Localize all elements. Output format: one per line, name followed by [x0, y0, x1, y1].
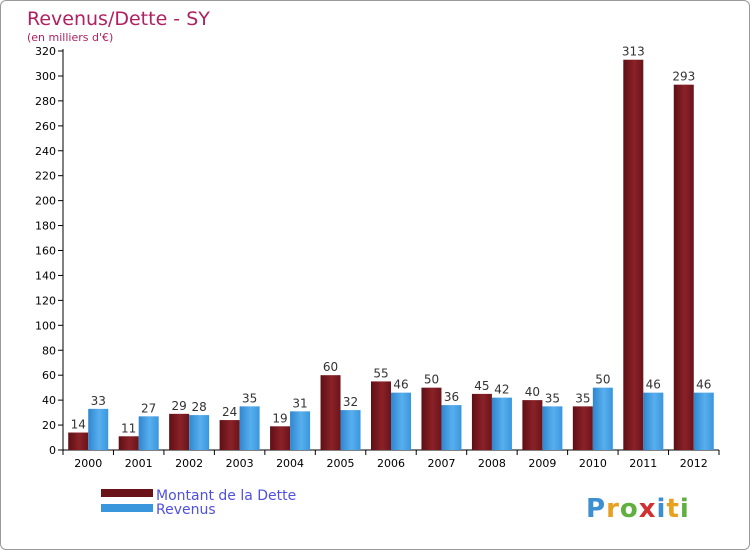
x-tick-label: 2005 [327, 457, 355, 470]
legend-label-revenus: Revenus [156, 502, 216, 518]
y-tick-label: 120 [35, 294, 56, 307]
x-tick-label: 2004 [276, 457, 304, 470]
bar-revenus [189, 415, 210, 450]
bar-debt [522, 400, 543, 450]
y-tick-label: 200 [35, 195, 56, 208]
data-label: 27 [141, 401, 156, 415]
y-tick-label: 260 [35, 120, 56, 133]
bar-debt [421, 387, 442, 450]
bar-revenus [542, 406, 563, 450]
data-label: 50 [595, 373, 610, 387]
bar-debt [673, 84, 694, 451]
x-tick-label: 2001 [125, 457, 153, 470]
data-label: 313 [622, 45, 645, 59]
bar-debt [270, 426, 291, 450]
x-tick-label: 2009 [528, 457, 556, 470]
bar-revenus [441, 405, 462, 450]
bar-debt [320, 375, 341, 450]
bar-debt [623, 59, 644, 451]
data-label: 46 [393, 378, 408, 392]
x-tick-label: 2007 [427, 457, 455, 470]
legend-label-debt: Montant de la Dette [156, 488, 296, 504]
x-tick-label: 2003 [226, 457, 254, 470]
legend-swatch-debt [101, 489, 153, 497]
data-label: 36 [444, 390, 459, 404]
x-tick-label: 2011 [629, 457, 657, 470]
bar-revenus [340, 410, 361, 450]
data-label: 19 [272, 411, 287, 425]
y-tick-label: 280 [35, 95, 56, 108]
data-label: 46 [646, 378, 661, 392]
data-label: 35 [545, 391, 560, 405]
data-label: 55 [373, 366, 388, 380]
axes: 0 20 40 60 80 100 120 140 160 180 200 220 240 260 280 3… [35, 45, 720, 470]
bar-debt [68, 432, 89, 450]
y-tick-label: 40 [42, 394, 56, 407]
bar-debt [169, 413, 190, 450]
chart-title: Revenus/Dette - SY [27, 8, 210, 30]
legend-swatch-revenus [101, 504, 153, 512]
data-label: 28 [192, 400, 207, 414]
y-tick-label: 320 [35, 45, 56, 58]
bar-revenus [138, 416, 159, 450]
proxiti-logo: Proxiti [586, 494, 690, 524]
bar-debt [471, 393, 492, 450]
data-label: 31 [292, 396, 307, 410]
bar-debt [219, 420, 240, 450]
bar-revenus [88, 408, 109, 450]
x-tick-label: 2008 [478, 457, 506, 470]
y-tick-label: 60 [42, 369, 56, 382]
data-label: 35 [242, 391, 257, 405]
bar-debt [572, 406, 593, 450]
bar-revenus [239, 406, 260, 450]
y-tick-label: 20 [42, 419, 56, 432]
data-label: 46 [696, 378, 711, 392]
data-label: 29 [172, 399, 187, 413]
bar-debt [118, 436, 139, 450]
y-tick-label: 300 [35, 70, 56, 83]
data-label: 293 [672, 70, 695, 84]
data-label: 60 [323, 360, 338, 374]
data-label: 14 [71, 418, 86, 432]
bar-debt [371, 381, 391, 450]
proxiti-logo-text: Proxiti [586, 494, 690, 524]
data-label: 50 [424, 373, 439, 387]
x-tick-label: 2000 [74, 457, 102, 470]
x-tick-label: 2012 [680, 457, 708, 470]
y-tick-label: 220 [35, 170, 56, 183]
bar-revenus [391, 392, 411, 450]
bar-revenus [491, 397, 512, 450]
data-label: 33 [91, 394, 106, 408]
data-label: 24 [222, 405, 237, 419]
chart-subtitle: (en milliers d'€) [27, 31, 113, 44]
data-label: 40 [525, 385, 540, 399]
y-tick-label: 240 [35, 145, 56, 158]
bar-revenus [643, 392, 664, 450]
y-tick-label: 0 [49, 444, 56, 457]
bar-revenus [592, 387, 613, 450]
legend: Montant de la Dette Revenus [101, 488, 296, 518]
y-tick-label: 100 [35, 319, 56, 332]
y-tick-label: 160 [35, 245, 56, 258]
data-label: 35 [575, 391, 590, 405]
bar-revenus [693, 392, 714, 450]
x-tick-label: 2010 [579, 457, 607, 470]
y-tick-label: 180 [35, 220, 56, 233]
x-tick-label: 2006 [377, 457, 405, 470]
y-tick-label: 80 [42, 344, 56, 357]
data-label: 42 [494, 383, 509, 397]
data-label: 32 [343, 395, 358, 409]
data-label: 11 [121, 421, 136, 435]
bars: 14 33 11 27 29 28 24 35 19 31 60 32 55 46 50 36 45 42 40 35… [68, 45, 714, 451]
data-label: 45 [474, 379, 489, 393]
x-tick-label: 2002 [175, 457, 203, 470]
bar-revenus [290, 411, 311, 450]
y-tick-label: 140 [35, 269, 56, 282]
